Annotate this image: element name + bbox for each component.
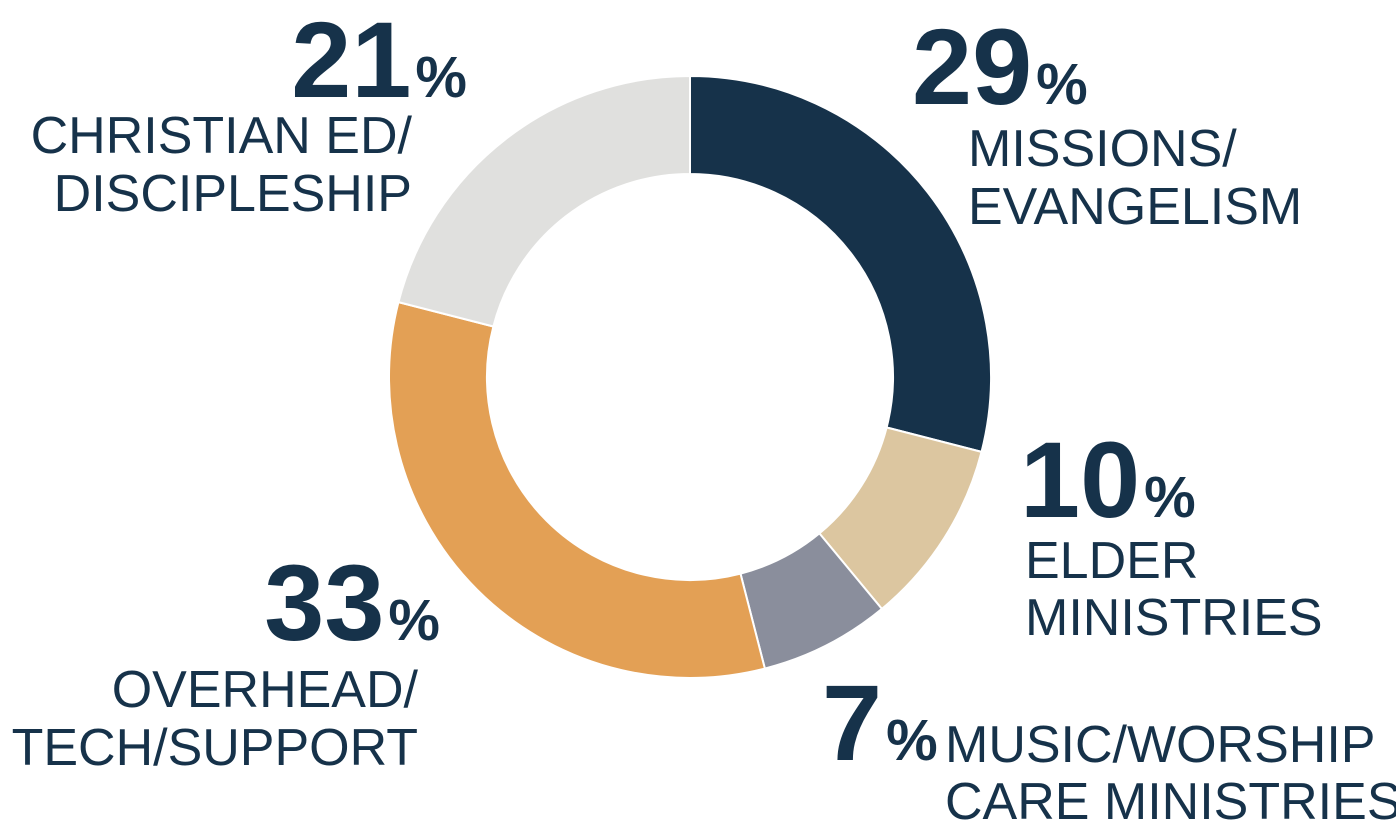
donut-slice (397, 74, 691, 328)
category-label: ELDER MINISTRIES (1025, 532, 1323, 647)
donut-slice (689, 74, 992, 454)
value-label: 7% (822, 662, 938, 783)
value-label: 29% (912, 6, 1088, 127)
category-label: CHRISTIAN ED/DISCIPLESHIP (31, 107, 413, 223)
value-label: 33% (264, 542, 440, 663)
donut-slice (388, 300, 767, 679)
category-label: OVERHEAD/TECH/SUPPORT (12, 661, 419, 777)
category-label: MISSIONS/EVANGELISM (968, 120, 1302, 236)
value-label: 21% (291, 0, 467, 120)
category-label: MUSIC/WORSHIP CARE MINISTRIES (945, 716, 1396, 831)
value-label: 10% (1020, 419, 1196, 540)
